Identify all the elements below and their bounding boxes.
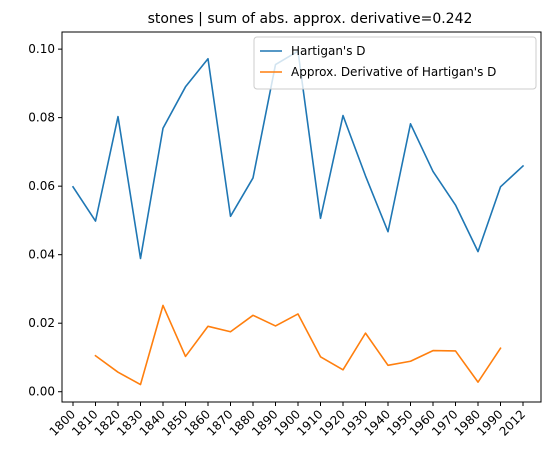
legend-box — [253, 36, 537, 90]
y-tick-label: 0.08 — [28, 111, 55, 125]
legend-label-1: Hartigan's D — [291, 44, 366, 58]
legend-label-2: Approx. Derivative of Hartigan's D — [291, 65, 496, 79]
plot-frame — [61, 31, 542, 403]
legend: Hartigan's D Approx. Derivative of Hartig… — [253, 36, 537, 90]
x-axis: 1800181018201830184018501860187018801890… — [47, 402, 528, 439]
y-tick-label: 0.04 — [28, 248, 55, 262]
y-tick-label: 0.06 — [28, 179, 55, 193]
y-tick-label: 0.00 — [28, 385, 55, 399]
plot-area — [61, 31, 542, 403]
y-tick-label: 0.10 — [28, 42, 55, 56]
x-tick-label: 2012 — [497, 407, 528, 438]
series-line-2 — [94, 304, 502, 386]
y-axis: 0.00 0.02 0.04 0.06 0.08 0.10 — [28, 42, 62, 399]
y-tick-label: 0.02 — [28, 316, 55, 330]
chart-title: stones | sum of abs. approx. derivative=… — [148, 11, 473, 27]
series-layer — [71, 50, 525, 386]
